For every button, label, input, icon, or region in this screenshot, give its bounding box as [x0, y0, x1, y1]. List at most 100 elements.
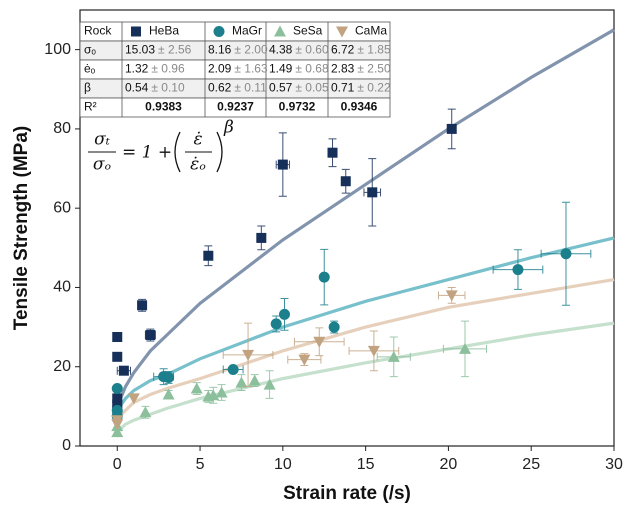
row-label: σₒ: [84, 43, 96, 57]
marker: [512, 264, 524, 276]
marker: [242, 349, 255, 361]
eq-middle: = 1 +: [122, 143, 172, 163]
marker: [235, 376, 248, 388]
row-label: ėₒ: [84, 62, 96, 76]
marker: [445, 290, 458, 302]
x-tick-label: 30: [605, 456, 623, 473]
cell-error: ± 2.56: [158, 43, 192, 57]
cell-value: 0.71: [331, 81, 355, 95]
x-tick-label: 20: [440, 456, 458, 473]
marker: [111, 426, 124, 438]
cell-error: ± 0.05: [295, 81, 329, 95]
equation: σₜ σₒ = 1 + ε̇ ε̇ₒ β: [88, 118, 234, 175]
table-cell: 15.03 ± 2.56: [125, 43, 192, 57]
table-cell: 0.71 ± 0.22: [331, 81, 391, 95]
row-label: β: [84, 81, 91, 95]
x-tick-label: 25: [522, 456, 540, 473]
cell-error: ± 2.50: [357, 62, 391, 76]
fit-curve: [115, 28, 615, 407]
table-cell: 8.16 ± 2.00: [208, 43, 268, 57]
marker: [112, 399, 123, 410]
x-tick-label: 0: [113, 456, 122, 473]
marker: [163, 371, 175, 383]
eq-lhs-den: σₒ: [93, 155, 112, 175]
marker: [190, 382, 203, 394]
table-cell: 0.9237: [217, 100, 254, 114]
table-cell: 2.83 ± 2.50: [331, 62, 391, 76]
y-tick-label: 60: [53, 199, 71, 216]
cell-error: ± 0.68: [295, 62, 329, 76]
eq-paren: [174, 131, 223, 173]
legend-label: HeBa: [149, 24, 179, 38]
cell-error: ± 0.96: [151, 62, 185, 76]
fit-curve: [116, 277, 615, 420]
cell-error: ± 1.85: [357, 43, 391, 57]
marker: [112, 393, 123, 404]
marker: [278, 308, 290, 320]
marker: [270, 318, 282, 330]
marker: [256, 232, 267, 243]
y-tick-label: 100: [44, 41, 71, 58]
x-tick-label: 10: [274, 456, 292, 473]
legend-label: CaMa: [355, 24, 387, 38]
marker: [111, 383, 123, 395]
table-header: Rock: [84, 24, 112, 38]
legend-marker: [274, 25, 286, 37]
y-tick-label: 40: [53, 279, 71, 296]
marker: [139, 406, 152, 418]
table-cell: 6.72 ± 1.85: [331, 43, 391, 57]
y-tick-label: 0: [62, 437, 71, 454]
marker: [127, 393, 140, 405]
marker: [458, 342, 471, 354]
y-tick-label: 80: [53, 120, 71, 137]
cell-value: 0.9237: [217, 100, 254, 114]
marker: [298, 354, 311, 366]
row-label: R²: [84, 100, 97, 114]
marker: [215, 386, 228, 398]
eq-rhs-den: ε̇ₒ: [190, 155, 206, 175]
eq-lhs-num: σₜ: [94, 130, 111, 150]
cell-value: 0.62: [208, 81, 232, 95]
marker: [367, 345, 380, 357]
cell-error: ± 0.22: [357, 81, 391, 95]
cell-error: ± 2.00: [234, 43, 268, 57]
marker: [145, 330, 156, 341]
table-row: [79, 97, 391, 118]
marker: [111, 419, 124, 431]
table-cell: 2.09 ± 1.63: [208, 62, 268, 76]
y-tick-label: 20: [53, 358, 71, 375]
table-cell: 1.32 ± 0.96: [125, 62, 185, 76]
plot-frame: [79, 9, 615, 447]
marker: [328, 321, 340, 333]
fit-curve: [116, 321, 615, 434]
legend-marker: [336, 26, 348, 38]
marker: [263, 378, 276, 390]
cell-error: ± 0.60: [295, 43, 329, 57]
cell-value: 0.57: [269, 81, 293, 95]
table-cell: 0.57 ± 0.05: [269, 81, 329, 95]
cell-value: 2.09: [208, 62, 232, 76]
marker: [137, 300, 148, 311]
cell-value: 4.38: [269, 43, 293, 57]
eq-rhs-num: ε̇: [193, 130, 202, 150]
legend-label: MaGr: [232, 24, 262, 38]
marker: [112, 332, 123, 342]
cell-value: 0.54: [125, 81, 149, 95]
cell-value: 6.72: [331, 43, 355, 57]
table-cell: 0.54 ± 0.10: [125, 81, 185, 95]
marker: [340, 176, 351, 187]
marker: [318, 271, 330, 283]
table-cell: 0.62 ± 0.11: [208, 81, 267, 95]
marker: [227, 364, 239, 376]
marker: [203, 250, 214, 261]
marker: [162, 388, 175, 400]
marker: [446, 123, 457, 134]
x-axis-label: Strain rate (/s): [283, 483, 411, 504]
legend-marker: [131, 26, 141, 37]
table-cell: 4.38 ± 0.60: [269, 43, 329, 57]
cell-value: 8.16: [208, 43, 232, 57]
cell-error: ± 1.63: [234, 62, 268, 76]
table-cell: 0.9732: [279, 100, 316, 114]
